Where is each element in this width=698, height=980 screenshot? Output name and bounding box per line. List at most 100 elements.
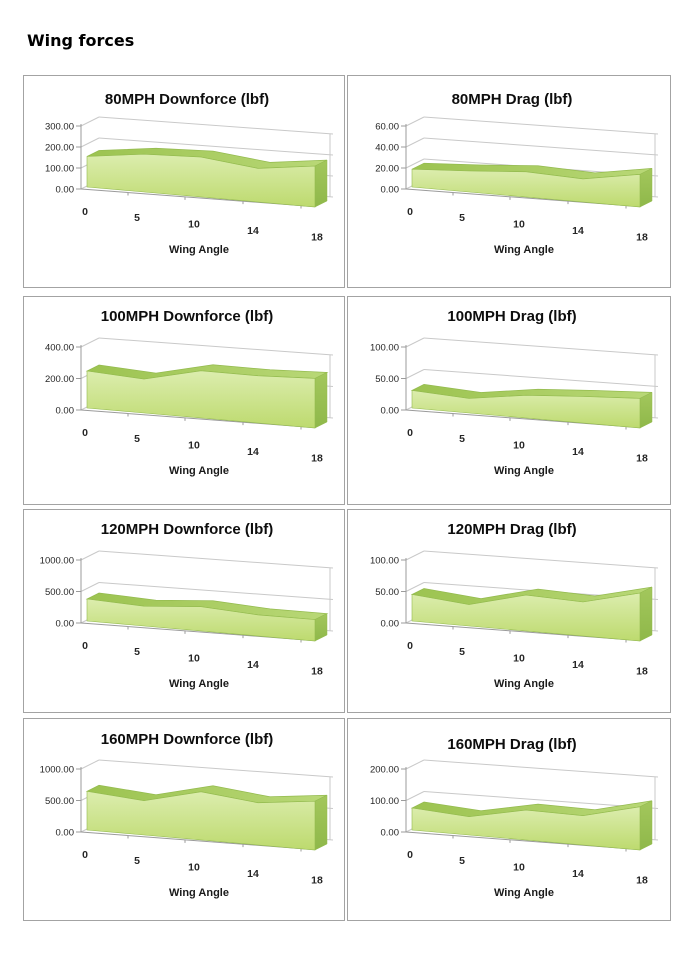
x-tick-label: 5 <box>459 646 465 658</box>
y-tick-label: 0.00 <box>56 185 75 196</box>
x-tick-label: 0 <box>407 427 413 439</box>
x-tick-label: 0 <box>82 427 88 439</box>
chart-title: 100MPH Downforce (lbf) <box>101 308 274 325</box>
area-front-face <box>411 390 641 429</box>
chart-panel-100mph-downforce: 100MPH Downforce (lbf) 0.00 200.00 400.00 0… <box>23 296 345 505</box>
x-tick-label: 14 <box>572 225 584 237</box>
x-tick-label: 0 <box>82 849 88 861</box>
chart-title: 80MPH Downforce (lbf) <box>105 91 269 108</box>
x-axis-title: Wing Angle <box>494 887 554 899</box>
plot-area: 0.00 20.00 40.00 60.00 0 5 10 14 18 Wing Angle <box>375 116 659 256</box>
chart-panel-80mph-drag: 80MPH Drag (lbf) 0.00 20.00 40.00 60.00 0 5 10… <box>347 75 671 288</box>
x-tick-label: 0 <box>407 206 413 218</box>
x-tick-label: 10 <box>188 219 200 231</box>
area-front-face <box>86 598 316 642</box>
x-tick-label: 14 <box>572 868 584 880</box>
x-tick-label: 14 <box>572 446 584 458</box>
x-tick-label: 10 <box>513 862 525 874</box>
plot-area: 0.00 200.00 400.00 0 5 10 14 18 Wing Angle <box>45 337 334 477</box>
x-tick-label: 18 <box>311 875 323 887</box>
plot-area: 0.00 50.00 100.00 0 5 10 14 18 Wing Angle <box>370 337 659 477</box>
x-tick-label: 10 <box>513 219 525 231</box>
x-tick-label: 5 <box>459 212 465 224</box>
y-tick-label: 200.00 <box>45 374 74 385</box>
chart-title: 120MPH Drag (lbf) <box>447 521 576 538</box>
x-tick-label: 5 <box>134 855 140 867</box>
area-side-face <box>314 371 328 429</box>
x-tick-label: 10 <box>513 440 525 452</box>
x-tick-label: 5 <box>459 433 465 445</box>
y-tick-label: 0.00 <box>381 828 400 839</box>
area-chart-80mph-downforce: 80MPH Downforce (lbf) 0.00 100.00 200.00 30… <box>45 91 334 256</box>
x-tick-label: 10 <box>188 653 200 665</box>
x-tick-label: 14 <box>247 868 259 880</box>
chart-title: 160MPH Drag (lbf) <box>447 736 576 753</box>
x-tick-label: 18 <box>636 875 648 887</box>
x-tick-label: 5 <box>134 212 140 224</box>
y-tick-label: 200.00 <box>370 765 399 776</box>
y-tick-label: 50.00 <box>375 587 399 598</box>
area-chart-120mph-drag: 120MPH Drag (lbf) 0.00 50.00 100.00 0 5 10 14 1… <box>370 521 659 690</box>
x-axis-title: Wing Angle <box>169 244 229 256</box>
area-front-face <box>86 790 316 851</box>
y-tick-label: 400.00 <box>45 343 74 354</box>
area-chart-120mph-downforce: 120MPH Downforce (lbf) 0.00500.001000.00… <box>40 521 334 690</box>
x-tick-label: 14 <box>572 659 584 671</box>
y-tick-label: 200.00 <box>45 143 74 154</box>
x-tick-label: 14 <box>247 225 259 237</box>
chart-panel-120mph-drag: 120MPH Drag (lbf) 0.00 50.00 100.00 0 5 10 14 1… <box>347 509 671 713</box>
x-tick-label: 14 <box>247 446 259 458</box>
y-tick-label: 100.00 <box>370 343 399 354</box>
x-tick-label: 14 <box>247 659 259 671</box>
x-axis-title: Wing Angle <box>494 678 554 690</box>
x-tick-label: 0 <box>82 640 88 652</box>
plot-area: 0.00 100.00 200.00 300.00 0 5 10 14 18 Wing Angle <box>45 116 334 256</box>
x-tick-label: 18 <box>636 232 648 244</box>
x-tick-label: 18 <box>636 666 648 678</box>
area-side-face <box>639 391 653 429</box>
chart-panel-160mph-downforce: 160MPH Downforce (lbf) 0.00 500.00 1000.00… <box>23 718 345 921</box>
x-tick-label: 0 <box>407 640 413 652</box>
plot-area: 0.00 50.00 100.00 0 5 10 14 18 Wing Angle <box>370 550 659 690</box>
chart-panel-100mph-drag: 100MPH Drag (lbf) 0.00 50.00 100.00 0 5 10 14 1… <box>347 296 671 505</box>
area-front-face <box>411 592 641 642</box>
x-axis-title: Wing Angle <box>494 244 554 256</box>
x-tick-label: 5 <box>134 433 140 445</box>
x-axis-title: Wing Angle <box>169 465 229 477</box>
chart-title: 120MPH Downforce (lbf) <box>101 521 274 538</box>
x-axis-title: Wing Angle <box>169 678 229 690</box>
plot-area: 0.00 500.00 1000.00 0 5 10 14 18 Wing Angle <box>40 550 334 690</box>
area-side-face <box>314 794 328 851</box>
chart-panel-160mph-drag: 160MPH Drag (lbf) 0.00 100.00 200.00 0 5 10 14… <box>347 718 671 921</box>
y-tick-label: 0.00 <box>56 406 75 417</box>
y-tick-label: 0.00 <box>381 185 400 196</box>
x-tick-label: 18 <box>636 453 648 465</box>
area-front-face <box>411 168 641 208</box>
y-tick-label: 300.00 <box>45 122 74 133</box>
area-side-face <box>639 167 653 208</box>
area-side-face <box>314 159 328 208</box>
y-tick-label: 50.00 <box>375 374 399 385</box>
y-tick-label: 500.00 <box>45 587 74 598</box>
x-axis-title: Wing Angle <box>494 465 554 477</box>
y-tick-label: 60.00 <box>375 122 399 133</box>
area-chart-100mph-downforce: 100MPH Downforce (lbf) 0.00 200.00 400.00 0… <box>45 308 334 477</box>
chart-panel-120mph-downforce: 120MPH Downforce (lbf) 0.00 500.00 1000.00… <box>23 509 345 713</box>
x-tick-label: 5 <box>459 855 465 867</box>
x-tick-label: 0 <box>407 849 413 861</box>
area-chart-160mph-downforce: 160MPH Downforce (lbf) 0.00500.001000.00… <box>40 731 334 899</box>
area-side-face <box>639 800 653 851</box>
y-tick-label: 1000.00 <box>40 556 74 567</box>
y-tick-label: 500.00 <box>45 796 74 807</box>
x-tick-label: 18 <box>311 232 323 244</box>
x-tick-label: 18 <box>311 666 323 678</box>
area-front-face <box>411 806 641 851</box>
area-chart-160mph-drag: 160MPH Drag (lbf) 0.00 100.00 200.00 0 5 10 14… <box>370 736 659 899</box>
chart-title: 160MPH Downforce (lbf) <box>101 731 274 748</box>
chart-title: 100MPH Drag (lbf) <box>447 308 576 325</box>
y-tick-label: 100.00 <box>45 164 74 175</box>
chart-title: 80MPH Drag (lbf) <box>452 91 573 108</box>
y-tick-label: 1000.00 <box>40 765 74 776</box>
x-tick-label: 18 <box>311 453 323 465</box>
area-front-face <box>86 370 316 429</box>
